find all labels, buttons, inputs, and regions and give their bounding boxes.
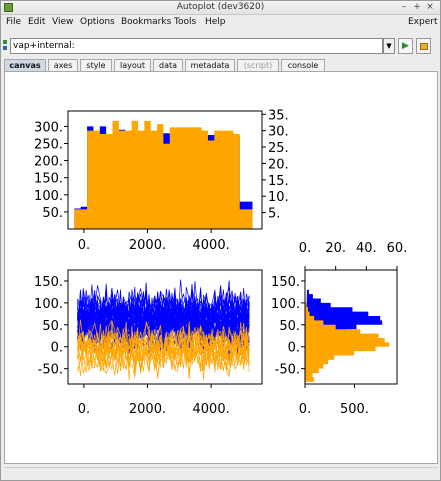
data-source-icon-secondary — [3, 46, 7, 50]
y-tick-label: 50. — [279, 319, 300, 334]
address-input[interactable]: vap+internal: — [10, 38, 383, 54]
y-tick-label: 0. — [288, 341, 300, 356]
trace-line — [77, 328, 250, 381]
y-left-tick-label: 300. — [34, 120, 63, 135]
y-right-tick-label: 30. — [268, 125, 289, 140]
x-tick-label: 2000. — [129, 238, 166, 253]
side-histogram-series-b — [305, 289, 390, 382]
folder-icon — [420, 43, 428, 50]
trace-line — [77, 288, 250, 352]
x-top-tick-label: 60. — [387, 241, 408, 256]
tab-style[interactable]: style — [80, 59, 112, 71]
chevron-down-icon: ▼ — [386, 42, 392, 50]
expert-mode-label[interactable]: Expert — [408, 17, 438, 27]
top-histogram-plot — [67, 110, 263, 230]
x-tick-label: 2000. — [129, 402, 166, 417]
browse-button[interactable] — [416, 38, 431, 54]
app-icon — [4, 3, 13, 12]
y-left-tick-label: 200. — [34, 155, 63, 170]
tab-data[interactable]: data — [153, 59, 183, 71]
menu-options[interactable]: Options — [80, 17, 115, 27]
side-histogram-frame — [304, 269, 398, 385]
time-series-frame — [67, 269, 263, 385]
plot-canvas[interactable]: 0. 2000. 4000. 50. 100. 150. 200. 250. 300. 5. 10.… — [4, 71, 438, 464]
menu-bar: File Edit View Options Bookmarks Tools H… — [1, 16, 440, 30]
go-button[interactable]: ▶ — [398, 38, 413, 54]
y-left-tick-label: 250. — [34, 137, 63, 152]
time-series-plot — [67, 269, 263, 385]
y-right-tick-label: 5. — [268, 207, 280, 222]
x-tick-label: 0. — [78, 402, 90, 417]
tab-canvas[interactable]: canvas — [4, 59, 46, 71]
menu-view[interactable]: View — [52, 17, 74, 27]
x-top-tick-label: 20. — [325, 241, 346, 256]
x-bottom-tick-label: 0. — [299, 402, 311, 417]
y-tick-label: 150. — [34, 275, 63, 290]
trace-line — [77, 290, 250, 352]
tab-script[interactable]: (script) — [237, 59, 279, 71]
y-tick-label: -50. — [38, 363, 63, 378]
trace-line — [77, 283, 250, 354]
x-top-tick-label: 0. — [299, 241, 311, 256]
tab-strip: canvas axes style layout data metadata (… — [3, 59, 439, 71]
maximize-button[interactable]: + — [413, 2, 421, 12]
x-bottom-tick-label: 500. — [340, 402, 369, 417]
trace-line — [77, 285, 250, 347]
y-tick-label: -50. — [275, 363, 300, 378]
menu-bookmarks[interactable]: Bookmarks — [121, 17, 172, 27]
tab-layout[interactable]: layout — [114, 59, 151, 71]
y-right-tick-label: 20. — [268, 157, 289, 172]
y-tick-label: 100. — [271, 297, 300, 312]
y-right-tick-label: 35. — [268, 108, 289, 123]
y-left-tick-label: 50. — [42, 206, 63, 221]
y-tick-label: 150. — [271, 275, 300, 290]
trace-line — [77, 325, 250, 376]
menu-help[interactable]: Help — [205, 17, 226, 27]
menu-file[interactable]: File — [6, 17, 22, 27]
address-history-dropdown[interactable]: ▼ — [383, 38, 395, 54]
y-left-tick-label: 150. — [34, 172, 63, 187]
menu-edit[interactable]: Edit — [28, 17, 46, 27]
y-tick-label: 50. — [42, 319, 63, 334]
x-tick-label: 4000. — [193, 402, 230, 417]
side-histogram-plot — [304, 269, 398, 385]
trace-line — [77, 319, 250, 374]
trace-line — [77, 320, 250, 372]
tab-axes[interactable]: axes — [48, 59, 78, 71]
plot-svg[interactable]: 0. 2000. 4000. 50. 100. 150. 200. 250. 300. 5. 10.… — [5, 72, 439, 465]
menu-tools[interactable]: Tools — [174, 17, 197, 27]
minimize-button[interactable]: – — [401, 2, 407, 12]
data-source-icon — [3, 40, 7, 44]
y-tick-label: 100. — [34, 297, 63, 312]
side-histogram-series-a — [305, 289, 383, 382]
histogram-series-b — [74, 120, 253, 229]
x-tick-label: 0. — [78, 238, 90, 253]
y-right-tick-label: 10. — [268, 190, 289, 205]
window-title: Autoplot (dev3620) — [176, 2, 265, 12]
close-button[interactable]: × — [426, 2, 434, 12]
top-plot-frame — [67, 110, 263, 230]
tab-metadata[interactable]: metadata — [185, 59, 235, 71]
address-row: vap+internal: ▼ ▶ — [1, 37, 440, 55]
y-right-tick-label: 25. — [268, 141, 289, 156]
y-right-tick-label: 15. — [268, 174, 289, 189]
play-icon: ▶ — [402, 41, 409, 51]
y-tick-label: 0. — [51, 341, 63, 356]
x-tick-label: 4000. — [193, 238, 230, 253]
tab-console[interactable]: console — [281, 59, 325, 71]
trace-line — [77, 319, 250, 380]
trace-line — [77, 295, 250, 358]
title-bar[interactable]: Autoplot (dev3620) – + × — [1, 1, 440, 15]
y-left-tick-label: 100. — [34, 189, 63, 204]
status-bar — [4, 467, 438, 479]
trace-line — [77, 293, 250, 350]
x-top-tick-label: 40. — [356, 241, 377, 256]
